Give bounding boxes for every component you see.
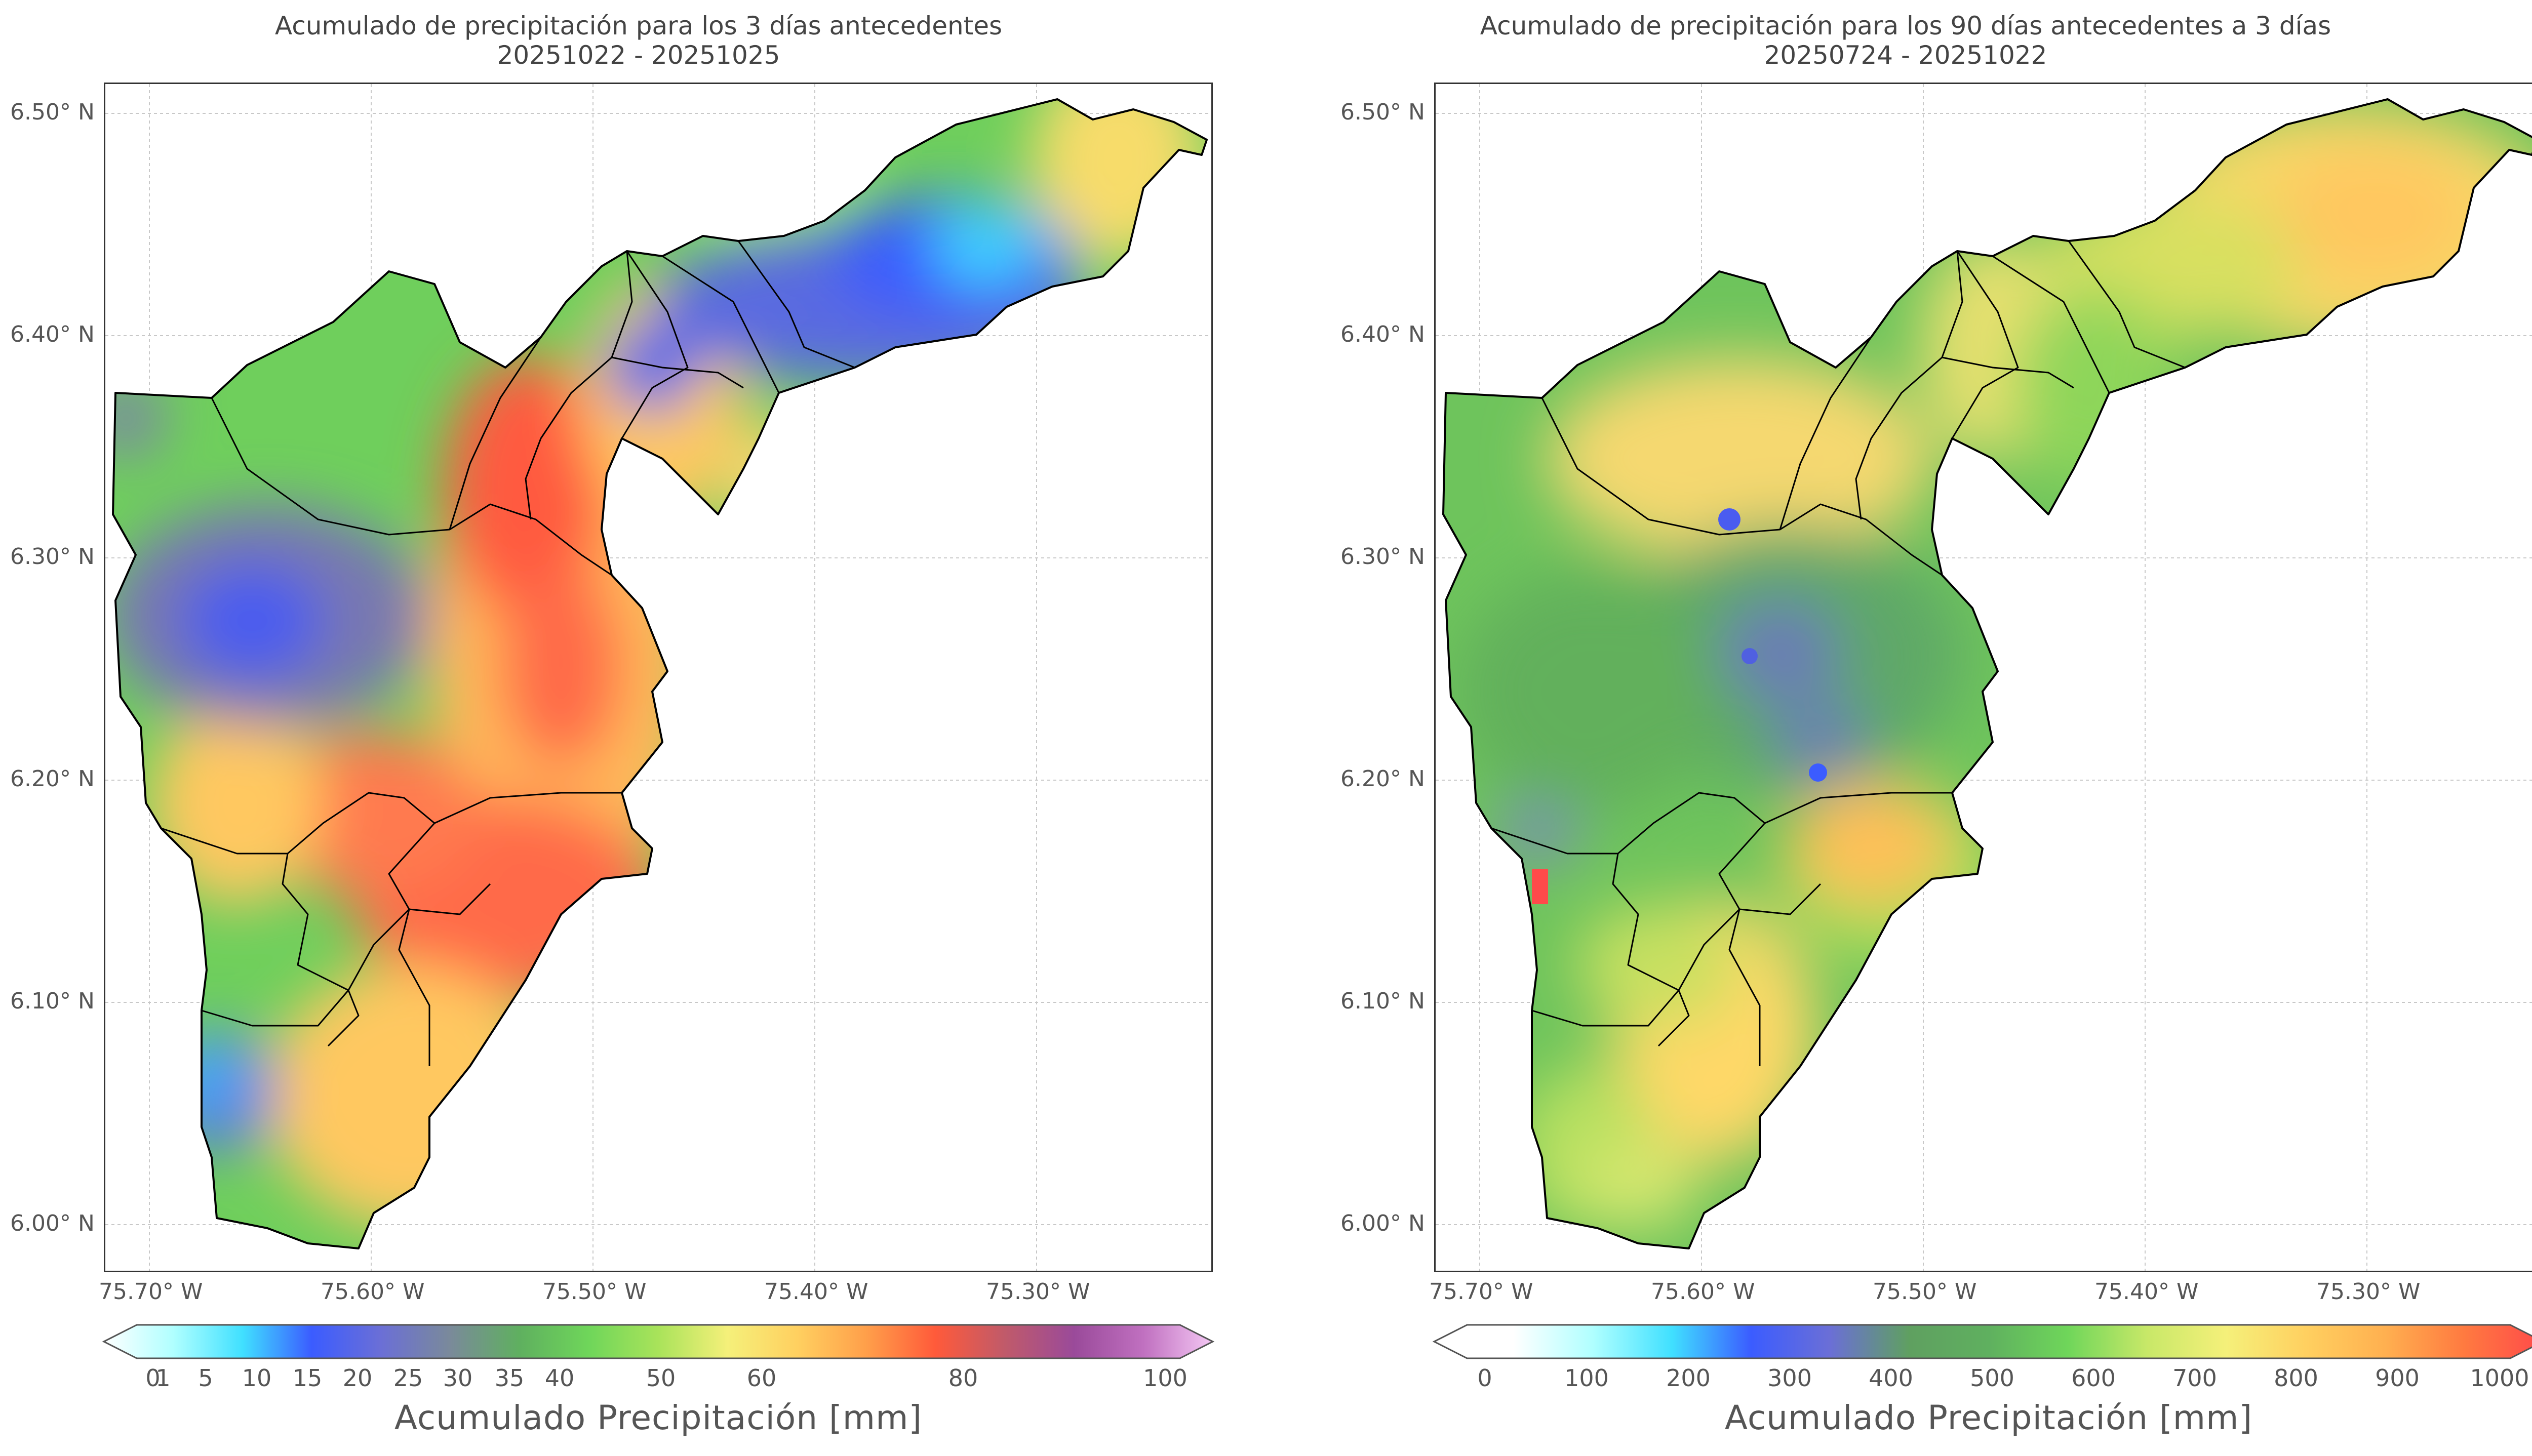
map-svg	[105, 84, 1211, 1271]
colorbar-tick: 50	[646, 1364, 676, 1392]
colorbar-tick: 0	[1477, 1364, 1492, 1392]
colorbar-tick: 1	[155, 1364, 171, 1392]
lat-label: 6.10° N	[1340, 988, 1425, 1014]
colorbar-tick: 200	[1666, 1364, 1711, 1392]
colorbar-title: Acumulado Precipitación [mm]	[1724, 1398, 2253, 1437]
lon-label: 75.70° W	[1429, 1279, 1533, 1305]
lon-label: 75.30° W	[2316, 1279, 2421, 1305]
lon-label: 75.60° W	[321, 1279, 425, 1305]
colorbar-tick: 30	[443, 1364, 473, 1392]
subbasin-boundaries	[1491, 240, 2186, 1066]
title-line-2: 20251022 - 20251025	[497, 41, 780, 70]
panel-title: Acumulado de precipitación para los 90 d…	[1267, 11, 2532, 70]
lon-label: 75.40° W	[764, 1279, 868, 1305]
colorbar-tick: 80	[948, 1364, 978, 1392]
lat-label: 6.50° N	[1340, 99, 1425, 125]
colorbar-title: Acumulado Precipitación [mm]	[394, 1398, 923, 1437]
lon-label: 75.30° W	[986, 1279, 1090, 1305]
colorbar-tick: 100	[1564, 1364, 1609, 1392]
colorbar-tick: 10	[242, 1364, 272, 1392]
title-line-1: Acumulado de precipitación para los 90 d…	[1480, 11, 2331, 41]
colorbar	[102, 1324, 1215, 1359]
colorbar-tick: 15	[292, 1364, 323, 1392]
colorbar-tick: 900	[2375, 1364, 2420, 1392]
colorbar-tick: 100	[1143, 1364, 1188, 1392]
lat-label: 6.00° N	[1340, 1210, 1425, 1236]
colorbar-tick: 20	[342, 1364, 373, 1392]
panel-right: Acumulado de precipitación para los 90 d…	[1277, 0, 2532, 1456]
lat-label: 6.50° N	[10, 99, 95, 125]
lat-label: 6.40° N	[1340, 321, 1425, 347]
colorbar-tick: 700	[2172, 1364, 2217, 1392]
colorbar-tick: 0	[145, 1364, 161, 1392]
colorbar-tick: 5	[198, 1364, 213, 1392]
lon-label: 75.50° W	[542, 1279, 647, 1305]
panel-left: Acumulado de precipitación para los 3 dí…	[0, 11, 1277, 1437]
panel-title: Acumulado de precipitación para los 3 dí…	[0, 11, 1277, 70]
basin-outline	[112, 98, 1208, 1249]
lat-label: 6.30° N	[10, 544, 95, 570]
colorbar-tick: 25	[393, 1364, 423, 1392]
basin-outline	[1442, 98, 2532, 1249]
colorbar-tick: 35	[494, 1364, 525, 1392]
lat-label: 6.20° N	[10, 766, 95, 792]
lon-label: 75.60° W	[1651, 1279, 1755, 1305]
title-line-1: Acumulado de precipitación para los 3 dí…	[274, 11, 1003, 41]
colorbar-tick: 600	[2071, 1364, 2116, 1392]
lat-label: 6.30° N	[1340, 544, 1425, 570]
colorbar-tick: 500	[1970, 1364, 2014, 1392]
lon-label: 75.50° W	[1873, 1279, 1977, 1305]
title-line-2: 20250724 - 20251022	[1764, 41, 2047, 70]
lat-label: 6.20° N	[1340, 766, 1425, 792]
colorbar-tick: 60	[746, 1364, 777, 1392]
lat-label: 6.10° N	[10, 988, 95, 1014]
lat-label: 6.00° N	[10, 1210, 95, 1236]
map-svg	[1436, 84, 2532, 1271]
lon-label: 75.40° W	[2094, 1279, 2199, 1305]
colorbar-tick: 1000	[2470, 1364, 2529, 1392]
colorbar-tick: 400	[1869, 1364, 1913, 1392]
colorbar-tick: 40	[544, 1364, 575, 1392]
lon-label: 75.70° W	[99, 1279, 203, 1305]
precipitation-field	[113, 99, 1207, 1248]
colorbar	[1432, 1324, 2532, 1359]
map-frame	[104, 83, 1213, 1272]
lat-label: 6.40° N	[10, 321, 95, 347]
colorbar-tick: 300	[1767, 1364, 1812, 1392]
subbasin-boundaries	[161, 240, 855, 1066]
colorbar-tick: 800	[2274, 1364, 2318, 1392]
precipitation-field	[1443, 99, 2532, 1248]
map-frame	[1434, 83, 2532, 1272]
